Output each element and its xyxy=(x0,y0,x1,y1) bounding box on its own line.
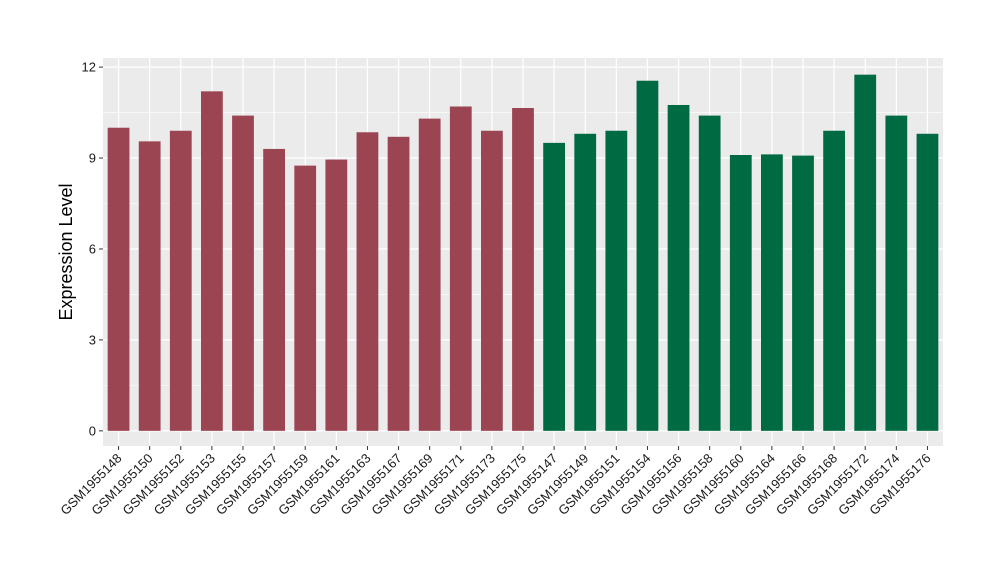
bar xyxy=(729,155,752,431)
bar xyxy=(169,130,192,431)
bar xyxy=(761,154,783,431)
y-axis-label: Expression Level xyxy=(56,183,76,320)
y-tick-label: 9 xyxy=(89,151,96,166)
bar xyxy=(356,132,379,431)
bar xyxy=(823,130,845,431)
y-tick-label: 12 xyxy=(82,60,96,75)
y-tick-label: 6 xyxy=(89,241,96,256)
bar xyxy=(294,165,317,431)
bar xyxy=(636,80,659,431)
bar xyxy=(418,118,441,431)
bar xyxy=(574,133,597,431)
bar xyxy=(107,127,130,431)
bar xyxy=(543,142,565,431)
bar xyxy=(481,130,503,431)
bar xyxy=(201,91,223,431)
x-axis: GSM1955148GSM1955150GSM1955152GSM1955153… xyxy=(57,446,934,518)
bars xyxy=(107,74,939,431)
bar xyxy=(605,130,628,431)
bar xyxy=(854,74,877,431)
bar xyxy=(792,155,814,431)
y-axis: 0 3 6 9 12 xyxy=(82,60,103,438)
bar xyxy=(698,115,721,431)
bar xyxy=(138,141,161,431)
bar xyxy=(232,115,254,431)
y-tick-label: 3 xyxy=(89,332,96,347)
bar xyxy=(667,104,690,431)
bar xyxy=(263,148,285,431)
bar xyxy=(512,108,534,431)
bar xyxy=(449,106,472,431)
bar xyxy=(885,115,908,431)
bar xyxy=(387,136,410,431)
bar xyxy=(325,159,348,431)
y-tick-label: 0 xyxy=(89,423,96,438)
bar xyxy=(916,133,939,431)
